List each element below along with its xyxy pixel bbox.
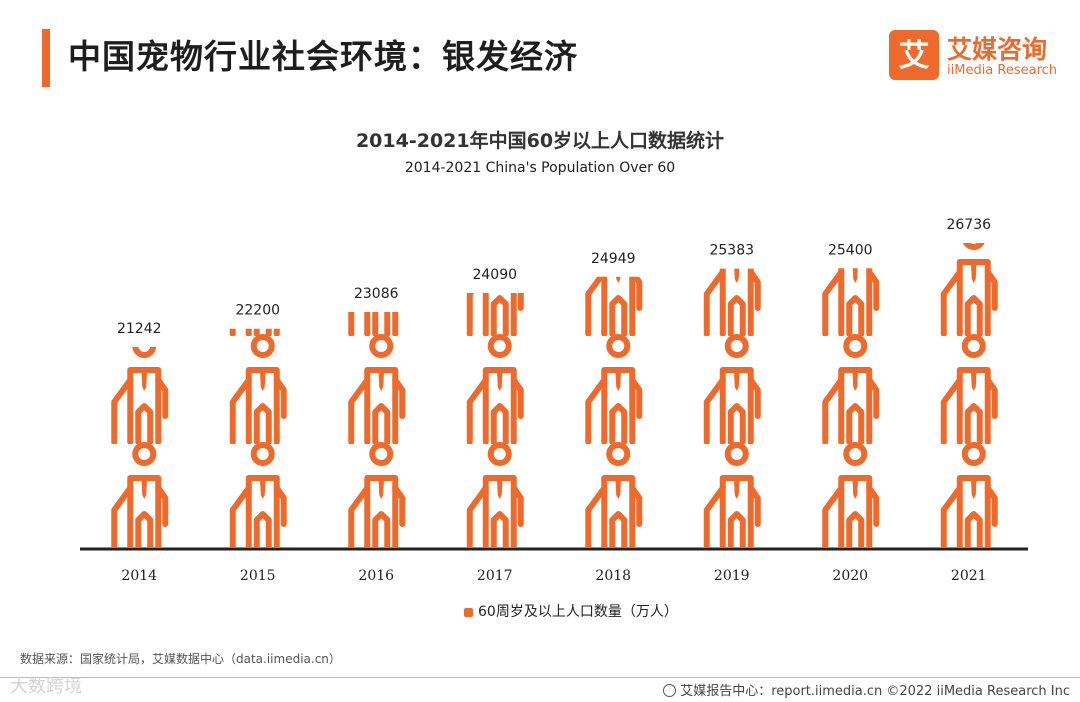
- footer-divider: [0, 677, 1080, 678]
- chart-subtitle: 2014-2021 China's Population Over 60: [404, 160, 676, 176]
- source-note: 数据来源：国家统计局，艾媒数据中心（data.iimedia.cn）: [20, 652, 341, 666]
- watermark: 大数跨境: [10, 676, 82, 697]
- person-icon: [351, 445, 402, 550]
- logo-text-cn: 艾媒咨询: [947, 35, 1048, 64]
- data-label-2019: 25383: [709, 243, 754, 259]
- tick-label-2017: 2017: [477, 568, 513, 584]
- bar-2016: [351, 229, 402, 550]
- person-icon: [351, 337, 402, 442]
- data-label-2018: 24949: [591, 251, 636, 267]
- legend-label: 60周岁及以上人口数量（万人）: [478, 604, 678, 620]
- legend: 60周岁及以上人口数量（万人）: [464, 601, 678, 621]
- tick-label-2015: 2015: [240, 568, 276, 584]
- person-icon: [825, 445, 876, 550]
- chart-title: 2014-2021年中国60岁以上人口数据统计: [355, 130, 725, 152]
- person-icon: [825, 337, 876, 442]
- tick-label-2016: 2016: [358, 568, 394, 584]
- bar-2019: [707, 229, 758, 550]
- person-icon: [944, 337, 995, 442]
- brand-logo: 艾 艾媒咨询 iiMedia Research: [889, 30, 1069, 82]
- person-icon: [114, 445, 165, 550]
- tick-label-2018: 2018: [595, 568, 631, 584]
- logo-text-en: iiMedia Research: [947, 63, 1058, 78]
- svg-text:艾: 艾: [899, 38, 930, 74]
- title-accent-bar: [42, 29, 50, 87]
- data-label-2021: 26736: [946, 217, 991, 233]
- bar-2014: [114, 229, 165, 550]
- person-icon: [114, 337, 165, 442]
- person-icon: [588, 229, 639, 334]
- person-icon: [944, 445, 995, 550]
- data-label-2016: 23086: [354, 286, 399, 302]
- person-icon: [114, 229, 165, 334]
- data-label-2020: 25400: [828, 242, 873, 258]
- legend-swatch-icon: [464, 607, 473, 617]
- person-icon: [944, 229, 995, 334]
- logo-mark-icon: 艾: [889, 30, 939, 80]
- person-icon: [707, 445, 758, 550]
- bar-2018: [588, 229, 639, 550]
- bar-2020: [825, 229, 876, 550]
- person-icon: [588, 337, 639, 442]
- data-label-2017: 24090: [472, 267, 517, 283]
- tick-label-2020: 2020: [832, 568, 868, 584]
- person-icon: [470, 337, 521, 442]
- footer-text: 艾媒报告中心：report.iimedia.cn ©2022 iiMedia R…: [680, 684, 1070, 699]
- data-label-2014: 21242: [117, 321, 162, 337]
- bar-2021: [944, 229, 995, 550]
- bar-2015: [233, 229, 284, 550]
- tick-label-2019: 2019: [714, 568, 750, 584]
- person-icon: [351, 229, 402, 334]
- person-icon: [233, 445, 284, 550]
- page-title: 中国宠物行业社会环境：银发经济: [68, 37, 578, 76]
- person-icon: [470, 445, 521, 550]
- tick-label-2014: 2014: [121, 568, 157, 584]
- person-icon: [707, 337, 758, 442]
- footer: 艾媒报告中心：report.iimedia.cn ©2022 iiMedia R…: [663, 680, 1070, 699]
- person-icon: [588, 445, 639, 550]
- data-label-2015: 22200: [235, 303, 280, 319]
- globe-icon: [663, 684, 677, 697]
- person-icon: [233, 337, 284, 442]
- tick-label-2021: 2021: [951, 568, 987, 584]
